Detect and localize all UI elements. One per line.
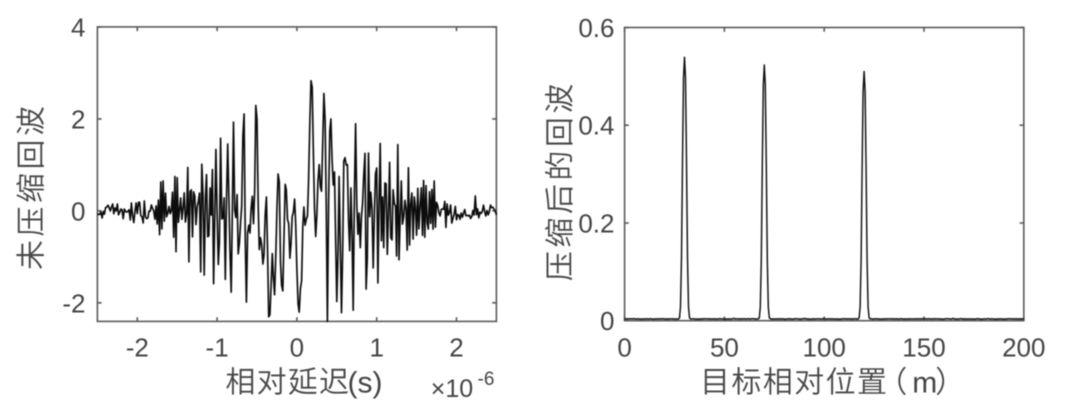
svg-text:2: 2 — [449, 333, 463, 363]
svg-text:150: 150 — [902, 333, 945, 363]
svg-text:0.2: 0.2 — [578, 209, 614, 239]
svg-text:0: 0 — [71, 196, 85, 226]
svg-text:-2: -2 — [126, 333, 149, 363]
svg-text:1: 1 — [369, 333, 383, 363]
svg-text:0: 0 — [290, 333, 304, 363]
svg-text:50: 50 — [710, 333, 739, 363]
svg-text:-6: -6 — [478, 369, 495, 390]
svg-text:4: 4 — [71, 12, 85, 42]
svg-text:200: 200 — [1002, 333, 1045, 363]
svg-text:m: m — [912, 366, 937, 399]
svg-text:-1: -1 — [206, 333, 229, 363]
svg-text:0.4: 0.4 — [578, 111, 614, 141]
svg-text:(s): (s) — [348, 366, 383, 399]
svg-text:0: 0 — [600, 306, 614, 336]
svg-text:2: 2 — [71, 104, 85, 134]
svg-text:0: 0 — [617, 333, 631, 363]
svg-text:-2: -2 — [62, 288, 85, 318]
svg-text:0.6: 0.6 — [578, 13, 614, 43]
svg-text:×10: ×10 — [431, 375, 473, 403]
svg-text:100: 100 — [803, 333, 846, 363]
